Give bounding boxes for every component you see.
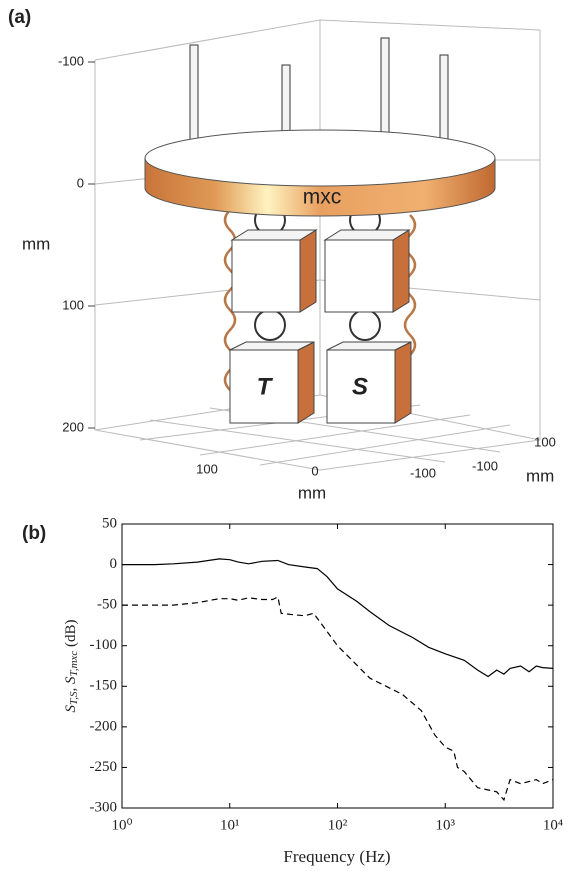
label-part: (dB): [63, 619, 79, 650]
axis-label: mm: [22, 234, 50, 253]
frame: [95, 20, 540, 470]
subscript: T,S: [68, 691, 80, 705]
y-axis-label: ST,S, ST,mxc (dB): [63, 619, 80, 712]
x-tick-label: 10¹: [220, 817, 240, 833]
x-tick-label: 10⁴: [543, 817, 563, 833]
y-tick-label: -150: [90, 678, 118, 694]
figure: mxc T S (a) mm mm mm -100 0 100 200 100 0 -100…: [0, 0, 575, 871]
x-tick-label: 100: [196, 461, 218, 476]
subscript: T,mxc: [68, 651, 80, 677]
series-line: [122, 559, 553, 677]
plot-frame: [122, 524, 553, 808]
plot: (b) Frequency (Hz) 50 0 -50 -100 -150 -200 -25…: [22, 515, 563, 865]
y-tick-label: 0: [110, 556, 118, 572]
x-tick-label: 10³: [436, 817, 456, 833]
z-tick-label: 100: [62, 297, 84, 312]
panel-label: (a): [8, 7, 31, 28]
scene: mxc T S (a) mm mm mm -100 0 100 200 100 0 -100…: [8, 7, 556, 502]
plate-top: [145, 130, 495, 186]
y-tick-label: -200: [90, 718, 118, 734]
x-tick-label: 0: [311, 463, 318, 478]
axis-label: mm: [526, 466, 554, 485]
series-line: [122, 597, 553, 800]
x-tick-label: 10²: [328, 817, 348, 833]
y-tick-label: -50: [97, 597, 117, 613]
y-tick-label: 50: [102, 515, 117, 531]
axis-label: mm: [298, 483, 326, 502]
box-label: T: [257, 373, 274, 400]
y-tick-label: -100: [90, 637, 118, 653]
panel-label: (b): [22, 523, 46, 544]
z-tick-label: -100: [58, 53, 84, 68]
y-tick-label: -100: [472, 458, 498, 473]
x-tick-label: -100: [410, 465, 436, 480]
x-tick-label: 10⁰: [111, 817, 132, 833]
box-label: S: [352, 373, 368, 400]
y-tick-label: -250: [90, 759, 118, 775]
y-tick-label: 100: [534, 434, 556, 449]
plate-label: mxc: [303, 186, 342, 209]
y-tick-label: -300: [90, 799, 118, 815]
label-part: , S: [63, 676, 79, 692]
z-tick-label: 0: [77, 175, 84, 190]
x-axis-label: Frequency (Hz): [283, 847, 390, 866]
z-tick-label: 200: [62, 419, 84, 434]
